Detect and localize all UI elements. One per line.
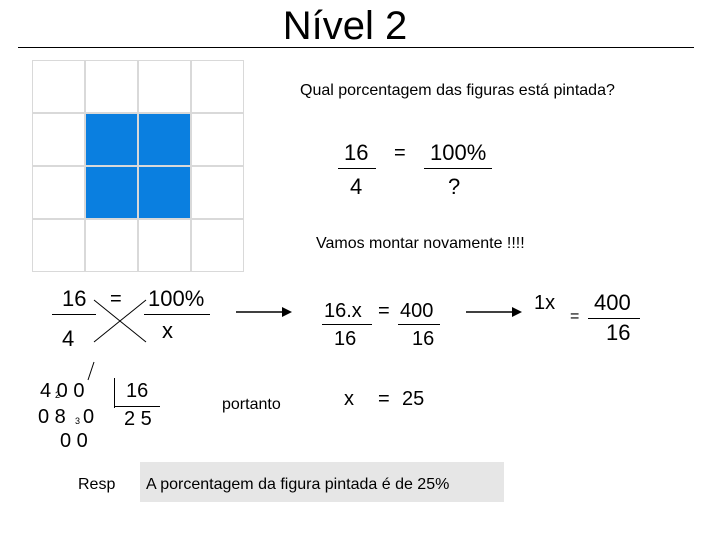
grid-cell [138,60,191,113]
division-final-row: 0 0 [60,430,88,452]
prop1-fraction-bar-right [424,168,492,169]
grid-cell [32,166,85,219]
step-rhs-denominator: 16 [412,328,435,350]
grid-cell-shaded [85,113,138,166]
step-lhs-denominator: 16 [334,328,357,350]
title-underline [18,47,694,48]
step2-lhs: 1x [534,292,556,314]
question-text: Qual porcentagem das figuras está pintad… [300,82,615,99]
answer-text: A porcentagem da figura pintada é de 25% [146,476,450,493]
grid-cell [138,219,191,272]
prop2-equals: = [110,288,122,310]
grid-cell [32,60,85,113]
portanto-text: portanto [222,396,281,413]
prop1-numerator-left: 16 [344,140,369,165]
grid-cell [191,113,244,166]
step-fraction-bar-right [398,324,440,325]
prop2-denominator-left: 4 [62,326,75,351]
division-divisor: 16 [126,380,149,402]
prop1-denominator-right: ? [448,174,461,199]
prop1-denominator-left: 4 [350,174,363,199]
step2-denominator: 16 [606,320,631,345]
step-rhs-numerator: 400 [400,300,434,322]
step-equals: = [378,300,390,322]
prop2-numerator-right: 100% [148,286,205,311]
cross-multiply-lines [93,299,147,343]
step2-fraction-bar [588,318,640,319]
prop2-numerator-left: 16 [62,286,87,311]
grid-cell-shaded [138,166,191,219]
grid-cell [32,219,85,272]
division-remainder-digit: 0 [83,406,95,428]
result-variable: x [344,388,354,410]
grid-cell [191,166,244,219]
prop2-fraction-bar-right [144,314,210,315]
division-dividend: 4 0 0 [40,380,85,402]
division-bracket-vertical [114,378,115,408]
prop1-numerator-right: 100% [430,140,487,165]
step2-equals: = [570,308,580,325]
grid-cell [85,219,138,272]
step-lhs-numerator: 16.x [324,300,362,322]
prop2-fraction-bar-left [52,314,96,315]
division-quotient: 2 5 [124,408,152,430]
step-fraction-bar-left [322,324,372,325]
division-tick-mark [87,361,95,381]
prop1-fraction-bar-left [338,168,376,169]
square-grid [32,60,244,272]
resp-label: Resp [78,476,116,493]
division-mark-1: 2 [55,390,61,400]
arrow-right-2 [466,307,522,317]
prop2-denominator-right: x [162,318,173,343]
grid-cell [191,60,244,113]
page-title: Nível 2 [282,4,408,48]
grid-cell [191,219,244,272]
step2-numerator: 400 [594,290,631,315]
grid-cell [32,113,85,166]
again-text: Vamos montar novamente !!!! [316,235,525,252]
division-mark-2: 3 [75,416,81,426]
result-value: 25 [402,388,425,410]
grid-cell [85,60,138,113]
grid-cell-shaded [138,113,191,166]
answer-box [140,462,504,502]
arrow-right-1 [236,307,292,317]
result-equals: = [378,388,390,410]
grid-cell-shaded [85,166,138,219]
division-bracket-horizontal [114,406,160,407]
division-remainder-row: 0 8 [38,406,66,428]
prop1-equals: = [394,142,406,164]
